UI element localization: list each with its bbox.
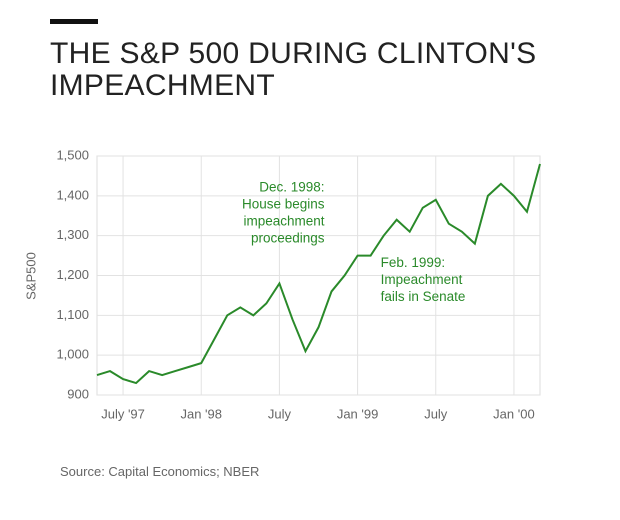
annotation: Feb. 1999: xyxy=(381,255,446,270)
line xyxy=(96,163,541,385)
x-tick-label: July '97 xyxy=(101,406,145,421)
title-bar xyxy=(50,19,98,24)
annotation: Dec. 1998: xyxy=(259,179,324,194)
y-tick-label: 1,200 xyxy=(56,267,89,282)
annotation: Impeachment xyxy=(381,272,463,287)
x-tick-label: Jan '99 xyxy=(337,406,379,421)
y-tick-label: 1,100 xyxy=(56,307,89,322)
y-tick-label: 1,300 xyxy=(56,227,89,242)
y-tick-label: 1,400 xyxy=(56,187,89,202)
source: Source: Capital Economics; NBER xyxy=(60,464,260,479)
x-tick-label: Jan '00 xyxy=(493,406,535,421)
x-tick-label: July xyxy=(424,406,448,421)
y-tick-label: 900 xyxy=(67,386,89,401)
x-tick-label: July xyxy=(268,406,292,421)
annotation: impeachment xyxy=(244,213,325,228)
y-tick-label: 1,000 xyxy=(56,347,89,362)
y-axis-label: S&P500 xyxy=(23,252,38,300)
x-tick-label: Jan '98 xyxy=(180,406,222,421)
chart-title: THE S&P 500 DURING CLINTON'S IMPEACHMENT xyxy=(50,37,537,102)
annotation: fails in Senate xyxy=(381,289,466,304)
annotation: House begins xyxy=(242,196,325,211)
y-tick-label: 1,500 xyxy=(56,147,89,162)
annotation: proceedings xyxy=(251,230,325,245)
